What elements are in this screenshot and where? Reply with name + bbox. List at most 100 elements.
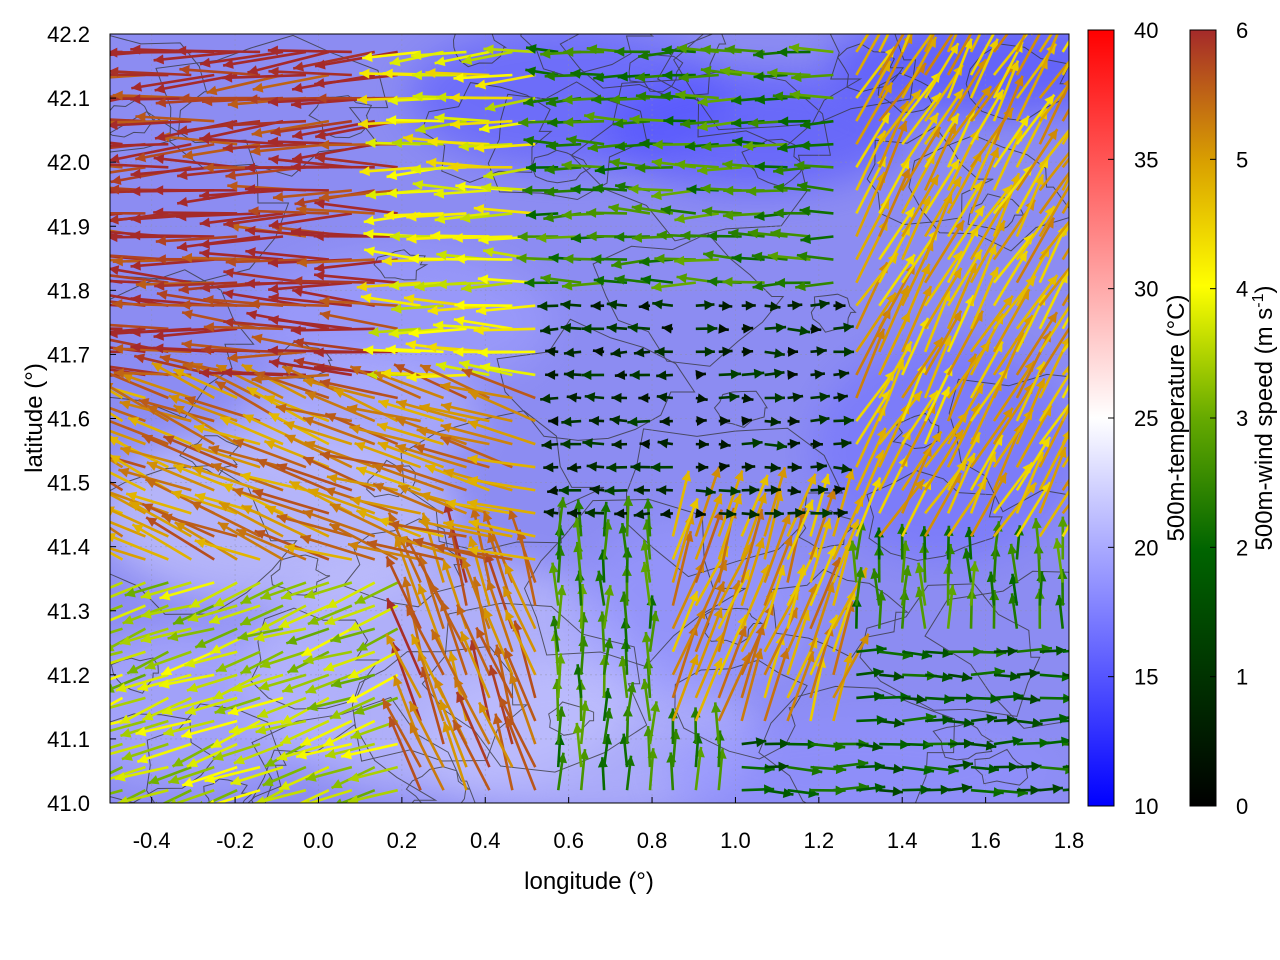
wind-arrow: [232, 438, 307, 469]
wind-arrow: [740, 492, 767, 560]
wind-arrow: [304, 440, 376, 469]
wind-arrow: [524, 277, 559, 288]
wind-arrow: [741, 323, 754, 334]
wind-arrow: [258, 673, 307, 691]
wind-arrow: [1061, 428, 1069, 445]
wind-arrow: [131, 523, 192, 561]
x-axis: -0.4 -0.2 0.0 0.2 0.4 0.6 0.8 1.0 1.2 1.4 1.6 1.8: [133, 797, 1084, 853]
wind-arrow: [879, 763, 904, 774]
wind-arrow: [525, 209, 559, 220]
wind-arrow: [1016, 717, 1043, 728]
wind-arrow: [1038, 34, 1059, 76]
wind-arrow: [591, 254, 628, 265]
wind-arrow: [924, 219, 966, 284]
wind-arrow: [110, 457, 124, 469]
wind-arrow: [440, 422, 513, 446]
wind-arrow: [110, 166, 146, 174]
wind-arrow: [539, 324, 559, 335]
wind-arrow: [753, 71, 788, 82]
y-tick-label: 41.7: [47, 342, 90, 367]
wind-arrow: [228, 719, 284, 735]
wind-arrow: [573, 499, 584, 537]
wind-arrow: [652, 299, 674, 310]
wind-arrow: [268, 66, 352, 77]
wind-arrow: [110, 696, 124, 707]
wind-arrow: [284, 433, 353, 469]
wind-arrow: [1061, 130, 1069, 145]
wind-arrow: [255, 458, 330, 492]
wind-arrow: [290, 161, 375, 172]
wind-arrow: [567, 508, 582, 519]
wind-arrow: [628, 184, 673, 195]
wind-arrow: [560, 299, 582, 310]
wind-arrow: [718, 439, 731, 450]
wind-arrow: [623, 495, 634, 537]
wind-arrow: [659, 416, 673, 427]
wind-arrow: [110, 323, 169, 331]
wind-arrow: [270, 119, 353, 137]
wind-arrow: [563, 347, 582, 358]
wind-arrow: [635, 162, 673, 173]
wind-arrow: [684, 141, 719, 152]
wind-arrow: [279, 719, 330, 745]
wind-arrow: [319, 450, 398, 469]
wind-arrow: [263, 394, 330, 423]
wind-arrows: [110, 34, 1069, 803]
wind-arrow: [1016, 668, 1040, 679]
wind-arrow: [638, 393, 650, 404]
wind-arrow: [741, 300, 756, 311]
y-tick-label: 41.8: [47, 278, 90, 303]
wind-arrow: [1038, 151, 1069, 192]
wind-arrow: [796, 251, 834, 262]
wind-arrow: [741, 368, 765, 379]
wind-arrow: [969, 146, 1000, 214]
wind-arrow: [461, 368, 536, 400]
wind-arrow: [586, 461, 605, 472]
wind-arrow: [695, 393, 708, 404]
wind-arrow: [153, 327, 238, 341]
wind-arrow: [855, 477, 882, 537]
wind-arrow: [251, 373, 329, 385]
wind-arrow: [110, 419, 169, 446]
wind-arrow: [1038, 484, 1069, 538]
wind-arrow: [146, 461, 215, 492]
wind-arrow: [525, 43, 559, 54]
wind-arrow: [256, 696, 307, 719]
wind-arrow: [545, 369, 559, 380]
wind-arrow: [215, 650, 261, 673]
wind-arrow: [353, 696, 399, 715]
wind-arrow: [561, 160, 605, 171]
wind-arrow: [360, 293, 421, 307]
wind-arrow: [656, 392, 674, 403]
wind-arrow: [878, 390, 923, 445]
wind-arrow: [209, 788, 261, 803]
wind-arrow: [879, 717, 905, 728]
wind-arrow: [570, 68, 605, 79]
wind-arrow: [509, 672, 537, 745]
wind-arrow: [1016, 785, 1041, 796]
wind-arrow: [629, 370, 650, 381]
wind-arrow: [741, 416, 753, 427]
wind-arrow: [459, 212, 513, 223]
wind-arrow: [475, 73, 536, 90]
wind-arrow: [268, 293, 352, 308]
wind-arrow: [544, 164, 582, 175]
wind-arrow: [110, 604, 146, 622]
wind-arrow: [969, 295, 1014, 353]
wind-arrow: [602, 585, 614, 629]
wind-arrow: [764, 761, 789, 772]
wind-arrow: [878, 206, 916, 261]
wind-arrow: [610, 347, 628, 358]
wind-arrow: [110, 742, 123, 750]
wind-arrow: [787, 369, 798, 380]
wind-arrow: [694, 657, 723, 722]
wind-arrow: [445, 498, 513, 515]
wind-arrow: [992, 34, 1009, 53]
wind-arrow: [479, 362, 536, 377]
wind-arrow: [223, 317, 307, 331]
wind-arrow: [697, 165, 742, 176]
wind-arrow: [718, 369, 742, 380]
wind-arrow: [722, 210, 765, 221]
wind-arrow: [329, 502, 399, 538]
wind-arrow: [656, 485, 673, 496]
